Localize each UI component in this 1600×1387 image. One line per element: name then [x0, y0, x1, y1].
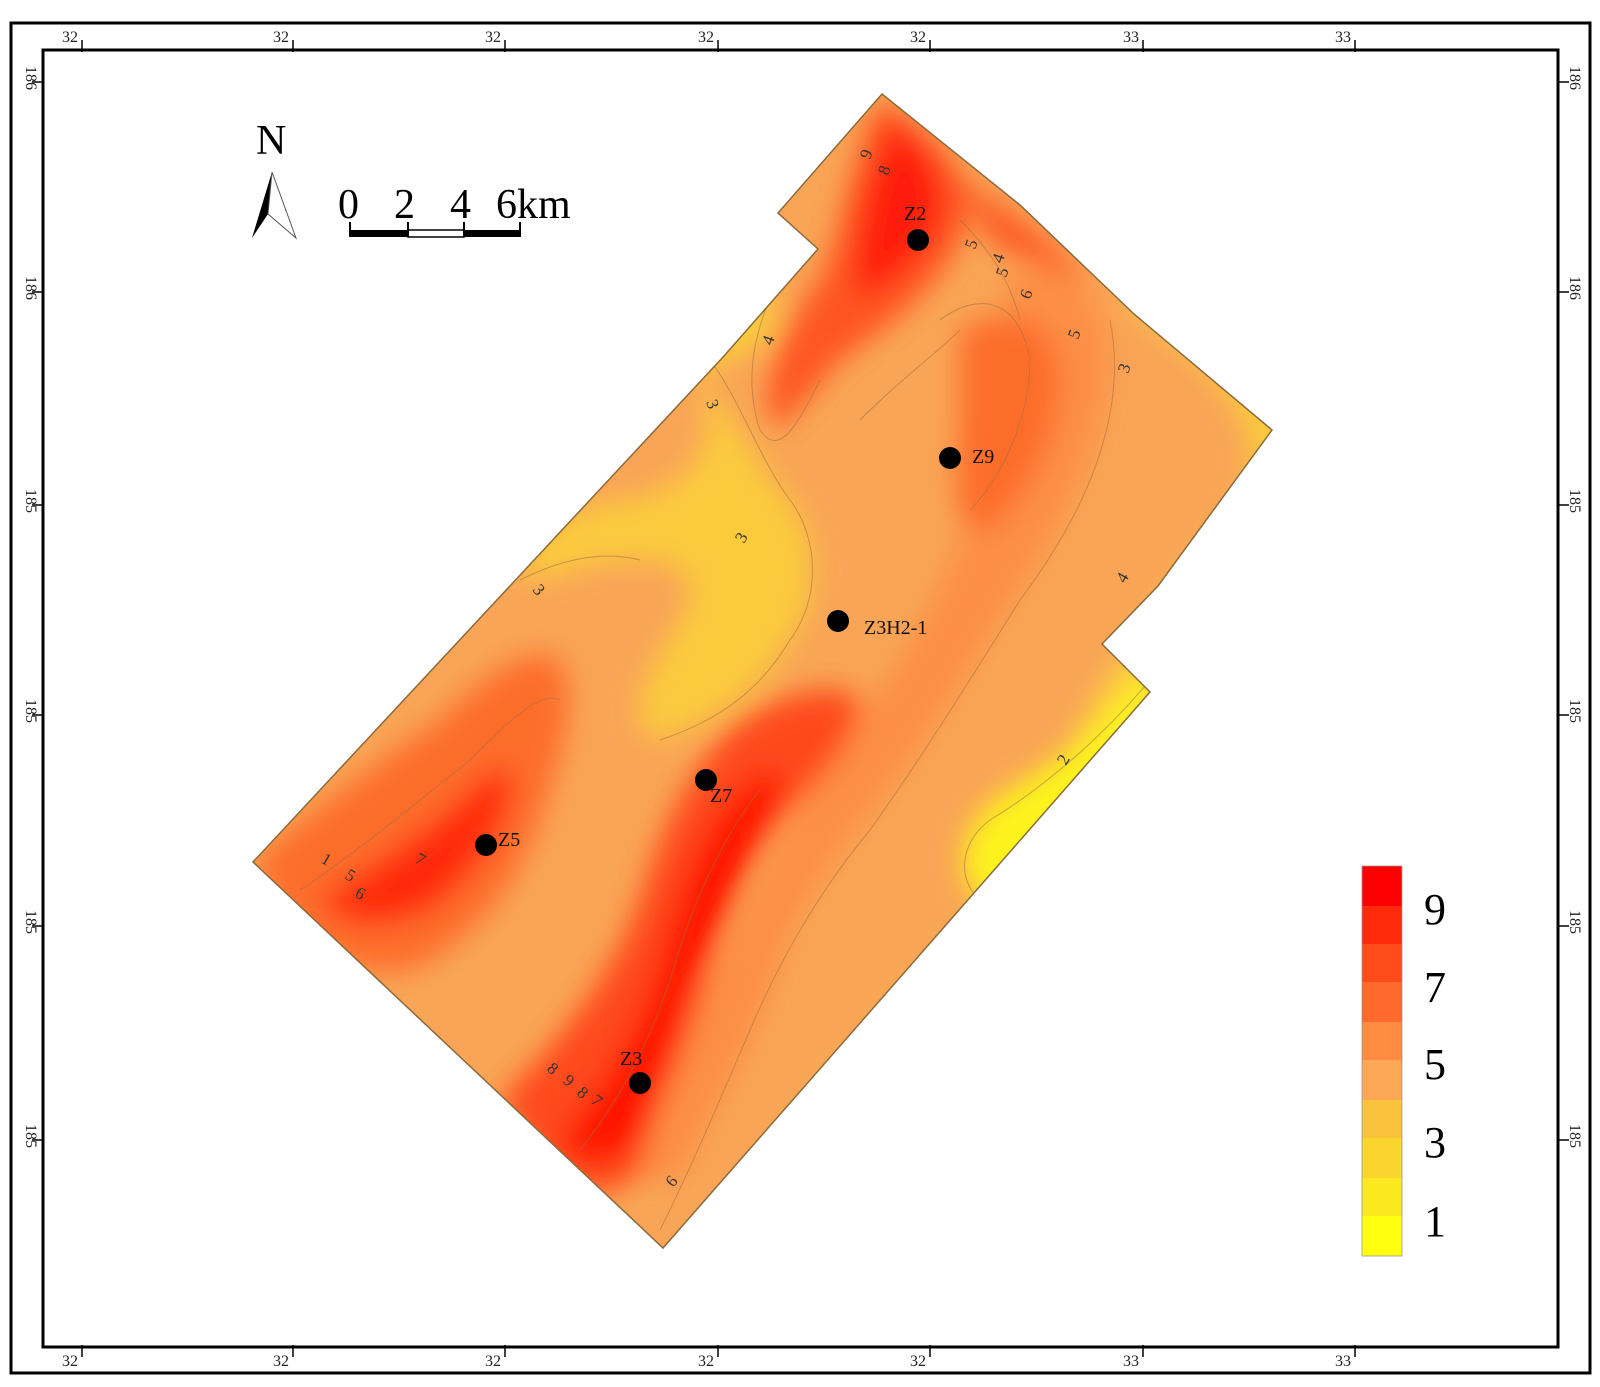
graticule-ticks: [32, 40, 1569, 1357]
core-zone-north: [855, 120, 943, 300]
bottom-tick-label: 32: [62, 1353, 78, 1370]
north-arrow-icon: [252, 172, 272, 238]
well-label: Z7: [710, 785, 732, 807]
color-legend: 9 7 5 3 1: [1361, 865, 1446, 1257]
top-tick-label: 32: [485, 29, 501, 46]
legend-label: 9: [1424, 885, 1446, 934]
left-coordinate-labels: 186 186 185 185 185 185: [22, 66, 39, 1148]
north-label: N: [256, 118, 286, 164]
legend-label: 1: [1424, 1197, 1446, 1246]
bottom-coordinate-labels: 32 32 32 32 32 33 33: [62, 1353, 1351, 1370]
bottom-tick-label: 32: [485, 1353, 501, 1370]
legend-label: 7: [1424, 963, 1446, 1012]
legend-swatch: [1362, 944, 1402, 982]
legend-swatch: [1362, 1022, 1402, 1060]
legend-border: [1361, 865, 1403, 1257]
legend-swatch: [1362, 1138, 1402, 1178]
scale-bar-label: 4: [450, 182, 471, 228]
bottom-tick-label: 32: [698, 1353, 714, 1370]
well-marker: [475, 834, 497, 856]
well-label: Z5: [498, 829, 520, 851]
left-tick-label: 186: [22, 276, 39, 300]
right-tick-label: 185: [1566, 1124, 1583, 1148]
well-marker: [695, 769, 717, 791]
well-marker: [939, 447, 961, 469]
legend-swatch: [1362, 1178, 1402, 1216]
legend-label: 5: [1424, 1040, 1446, 1089]
well-label: Z9: [972, 446, 994, 468]
contour-lines: [299, 219, 1151, 1231]
contour-fill-area: [253, 94, 1272, 1248]
mid-band-northeast: [956, 316, 1060, 532]
top-coordinate-labels: 32 32 32 32 32 33 33: [62, 29, 1351, 46]
left-tick-label: 186: [22, 66, 39, 90]
scale-bar-label: 0: [338, 182, 359, 228]
right-tick-label: 185: [1566, 489, 1583, 513]
right-tick-label: 186: [1566, 276, 1583, 300]
well-marker: [629, 1072, 651, 1094]
bottom-tick-label: 33: [1123, 1353, 1139, 1370]
scale-bar-segment: [407, 229, 465, 238]
top-tick-label: 33: [1123, 29, 1139, 46]
north-arrow-icon-outline: [267, 171, 298, 240]
well-label: Z2: [904, 203, 926, 225]
scale-bar-label: 6km: [496, 182, 571, 228]
wells: Z2 Z9 Z3H2-1 Z7 Z5 Z3: [475, 203, 994, 1094]
core-zone-southwest: [320, 768, 513, 924]
map-inner-frame: [41, 48, 1560, 1349]
legend-swatch: [1362, 906, 1402, 944]
legend-swatch: [1362, 1060, 1402, 1100]
well-marker: [827, 610, 849, 632]
top-tick-label: 32: [62, 29, 78, 46]
right-tick-label: 185: [1566, 699, 1583, 723]
scale-bar-ticks: [349, 222, 521, 237]
scale-bar-segment: [350, 230, 408, 237]
legend-label: 3: [1424, 1118, 1446, 1167]
scale-bar-segment: [464, 230, 520, 237]
right-coordinate-labels: 186 186 185 185 185 185: [1566, 66, 1583, 1148]
top-tick-label: 32: [910, 29, 926, 46]
well-label: Z3: [620, 1048, 642, 1070]
scale-bar: 0 2 4 6km: [338, 182, 571, 238]
legend-swatch: [1362, 1216, 1402, 1256]
left-tick-label: 185: [22, 1124, 39, 1148]
left-tick-label: 185: [22, 489, 39, 513]
top-tick-label: 33: [1335, 29, 1351, 46]
legend-swatch: [1362, 866, 1402, 906]
top-tick-label: 32: [273, 29, 289, 46]
north-arrow: N: [252, 118, 298, 240]
survey-area-outline: [251, 92, 1274, 1250]
left-tick-label: 185: [22, 699, 39, 723]
core-zone-south: [560, 771, 783, 1163]
map-outer-frame: [9, 21, 1592, 1375]
well-label: Z3H2-1: [864, 617, 927, 639]
bottom-tick-label: 32: [273, 1353, 289, 1370]
bottom-tick-label: 32: [910, 1353, 926, 1370]
scale-bar-label: 2: [394, 182, 415, 228]
bottom-tick-label: 33: [1335, 1353, 1351, 1370]
left-tick-label: 185: [22, 910, 39, 934]
well-marker: [907, 229, 929, 251]
legend-swatch: [1362, 982, 1402, 1022]
edge-zone-northeast: [960, 180, 1090, 280]
top-tick-label: 32: [698, 29, 714, 46]
right-tick-label: 186: [1566, 66, 1583, 90]
right-tick-label: 185: [1566, 910, 1583, 934]
legend-swatch: [1362, 1100, 1402, 1138]
low-zone-middle: [520, 380, 813, 740]
